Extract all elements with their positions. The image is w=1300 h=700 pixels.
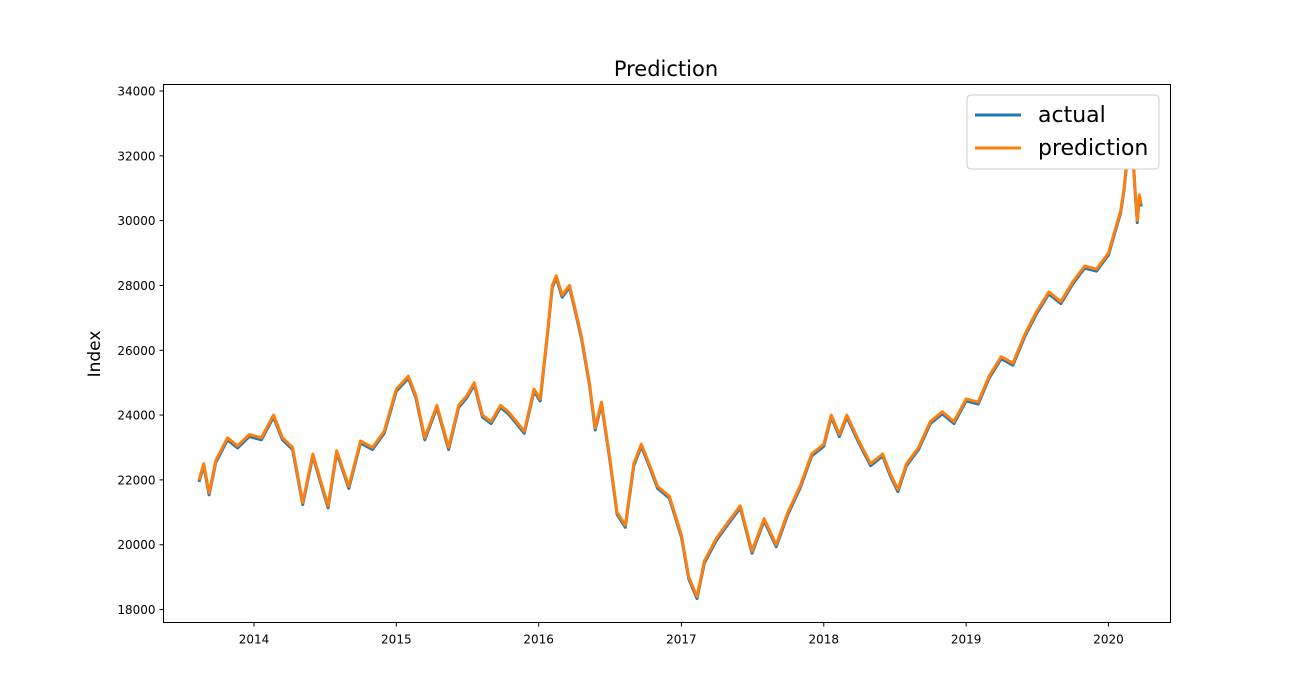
- y-tick-label: 32000: [117, 149, 155, 163]
- y-tick-label: 22000: [117, 473, 155, 487]
- series-group: [197, 118, 1143, 601]
- legend-label-prediction: prediction: [1038, 136, 1148, 161]
- x-tick-label: 2016: [523, 633, 554, 647]
- y-tick-label: 30000: [117, 214, 155, 228]
- x-tick-label: 2015: [381, 633, 412, 647]
- x-tick-label: 2014: [239, 633, 270, 647]
- y-tick-label: 28000: [117, 279, 155, 293]
- y-tick-label: 24000: [117, 409, 155, 423]
- x-tick-label: 2019: [951, 633, 982, 647]
- legend: actual prediction: [966, 94, 1160, 170]
- x-axis-ticks: 2014 2015 2016 2017 2018 2019 2020: [239, 622, 1124, 647]
- series-line-prediction: [197, 118, 1143, 599]
- y-tick-label: 34000: [117, 84, 155, 98]
- y-axis-title: Index: [85, 331, 105, 378]
- y-tick-label: 18000: [117, 603, 155, 617]
- plot-area-frame: [163, 84, 1171, 623]
- x-tick-label: 2020: [1093, 633, 1124, 647]
- legend-label-actual: actual: [1038, 103, 1106, 128]
- x-tick-label: 2017: [666, 633, 697, 647]
- chart-title: Prediction: [614, 57, 718, 81]
- y-tick-label: 26000: [117, 344, 155, 358]
- y-axis-ticks: 18000 20000 22000 24000 26000 28000 30000 32000…: [117, 84, 164, 617]
- x-tick-label: 2018: [809, 633, 840, 647]
- y-tick-label: 20000: [117, 538, 155, 552]
